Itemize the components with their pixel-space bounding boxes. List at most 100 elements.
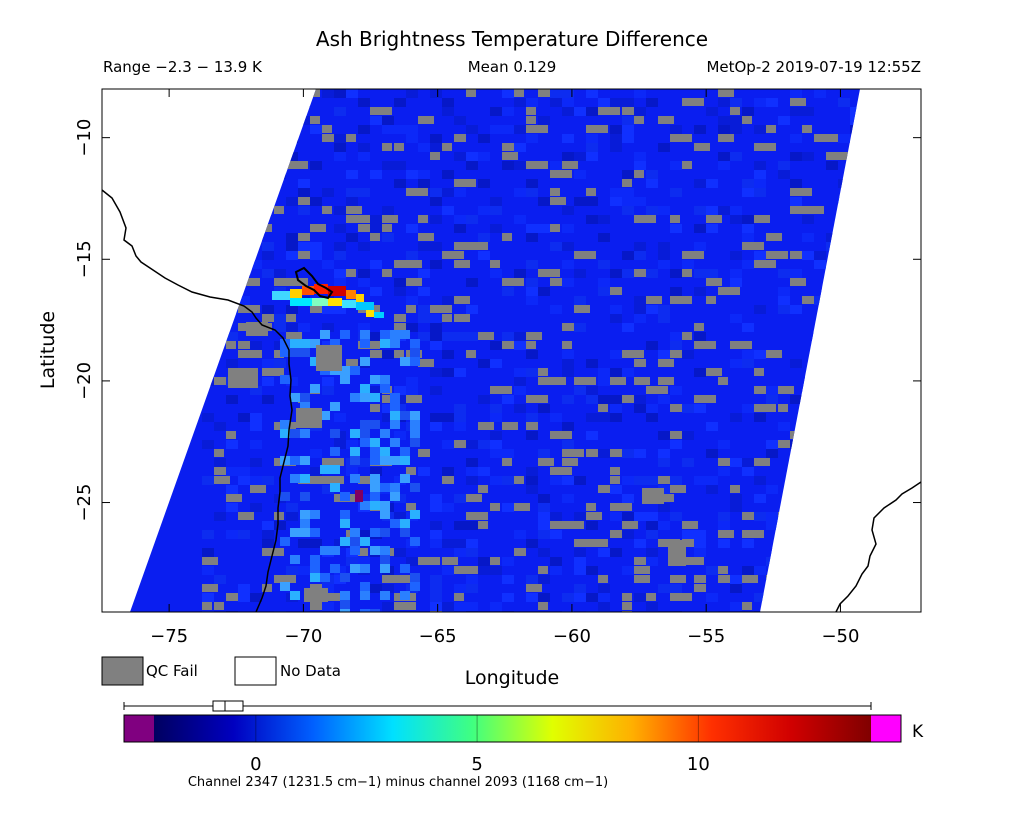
qc-fail-cell	[418, 359, 434, 367]
field-cell	[262, 521, 274, 530]
field-cell	[390, 438, 400, 447]
field-cell	[778, 170, 790, 179]
field-cell	[754, 350, 766, 359]
field-cell	[478, 350, 490, 359]
plume-pixel	[342, 300, 356, 308]
qc-fail-cell	[490, 386, 512, 394]
field-cell	[622, 449, 634, 458]
field-cell	[410, 357, 420, 366]
field-cell	[550, 89, 562, 98]
field-cell	[718, 521, 730, 530]
field-cell	[238, 422, 250, 431]
x-axis-label: Longitude	[465, 667, 560, 689]
south-america-east-coast	[835, 481, 921, 612]
field-cell	[562, 134, 574, 143]
field-cell	[334, 89, 346, 98]
qc-fail-cell	[598, 575, 608, 583]
field-cell	[466, 98, 478, 107]
field-cell	[286, 503, 298, 512]
field-cell	[442, 503, 454, 512]
field-cell	[370, 420, 380, 429]
field-cell	[262, 233, 274, 242]
field-cell	[340, 492, 350, 501]
field-cell	[238, 296, 250, 305]
qc-fail-cell	[646, 386, 668, 394]
field-cell	[382, 314, 394, 323]
field-cell	[430, 494, 442, 503]
field-cell	[586, 143, 598, 152]
field-cell	[586, 521, 598, 530]
field-cell	[526, 431, 538, 440]
qc-fail-cell	[562, 458, 578, 466]
field-cell	[370, 242, 382, 251]
field-cell	[610, 368, 622, 377]
field-cell	[382, 206, 394, 215]
field-cell	[380, 501, 390, 510]
field-cell	[754, 512, 766, 521]
field-cell	[350, 429, 360, 438]
field-cell	[634, 161, 646, 170]
field-cell	[610, 512, 622, 521]
field-cell	[410, 339, 420, 348]
field-cell	[694, 368, 706, 377]
field-cell	[298, 152, 310, 161]
field-cell	[380, 528, 390, 537]
field-cell	[290, 429, 300, 438]
field-cell	[646, 476, 658, 485]
field-cell	[850, 107, 860, 116]
field-cell	[406, 206, 418, 215]
qc-fail-block	[296, 408, 322, 428]
field-cell	[442, 170, 454, 179]
colorbar-caption: Channel 2347 (1231.5 cm−1) minus channel…	[188, 775, 608, 790]
qc-fail-cell	[370, 404, 380, 412]
field-cell	[598, 215, 610, 224]
qc-fail-cell	[694, 143, 710, 151]
qc-fail-cell	[826, 134, 842, 142]
field-cell	[706, 485, 718, 494]
field-cell	[718, 512, 730, 521]
field-cell	[658, 305, 670, 314]
field-cell	[430, 197, 442, 206]
field-cell	[370, 584, 382, 593]
qc-fail-cell	[658, 476, 680, 484]
field-cell	[286, 206, 298, 215]
field-cell	[250, 413, 262, 422]
colorbar-unit: K	[912, 722, 924, 742]
field-cell	[622, 197, 634, 206]
field-cell	[334, 278, 346, 287]
field-cell	[430, 368, 442, 377]
field-cell	[346, 89, 358, 98]
qc-fail-cell	[346, 359, 368, 367]
field-cell	[360, 357, 370, 366]
field-cell	[718, 350, 730, 359]
field-cell	[340, 510, 350, 519]
field-cell	[334, 440, 346, 449]
qc-fail-cell	[466, 350, 476, 358]
field-cell	[290, 591, 300, 600]
qc-fail-cell	[454, 179, 476, 187]
field-cell	[730, 458, 742, 467]
field-cell	[730, 215, 742, 224]
field-cell	[562, 476, 574, 485]
field-cell	[238, 593, 250, 602]
field-cell	[694, 476, 706, 485]
field-cell	[670, 584, 682, 593]
field-cell	[340, 537, 350, 546]
field-cell	[262, 476, 274, 485]
field-cell	[586, 413, 598, 422]
qc-fail-cell	[298, 251, 320, 259]
field-cell	[610, 395, 622, 404]
field-cell	[310, 449, 322, 458]
field-cell	[390, 402, 400, 411]
field-cell	[754, 494, 766, 503]
field-cell	[622, 251, 634, 260]
qc-fail-cell	[382, 575, 398, 583]
field-cell	[730, 98, 742, 107]
qc-fail-cell	[274, 575, 296, 583]
field-cell	[380, 546, 390, 555]
field-cell	[718, 98, 730, 107]
qc-fail-cell	[226, 431, 236, 439]
field-cell	[658, 143, 670, 152]
qc-fail-block	[246, 322, 268, 336]
field-cell	[202, 548, 214, 557]
